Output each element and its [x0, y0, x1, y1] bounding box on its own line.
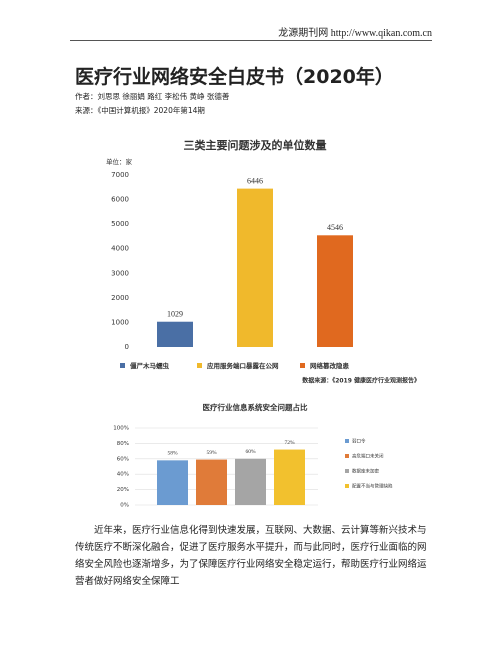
authors: 作者：刘思思 徐丽娟 路红 李松伟 黄峥 张德善 [75, 92, 230, 101]
bar [196, 459, 227, 505]
legend-swatch [345, 454, 349, 458]
value-label: 60% [245, 449, 256, 455]
legend-swatch [345, 439, 349, 443]
value-label: 1029 [167, 310, 183, 319]
unit-label: 单位：家 [106, 157, 133, 166]
value-label: 58% [167, 451, 178, 457]
legend-swatch [345, 484, 349, 488]
legend-label: 弱口令 [352, 438, 366, 445]
legend-swatch [300, 363, 305, 368]
legend-label: 数据库未加密 [352, 468, 379, 475]
legend-label: 僵尸木马蠕虫 [130, 361, 170, 370]
y-tick-label: 7000 [111, 171, 129, 179]
y-tick-label: 2000 [111, 294, 129, 302]
article-title: 医疗行业网络安全白皮书（2020年） [75, 66, 394, 88]
y-tick-label: 3000 [111, 269, 129, 277]
bar [317, 235, 353, 347]
bar [157, 321, 193, 347]
paragraph: 近年来，医疗行业信息化得到快速发展，互联网、大数据、云计算等新兴技术与传统医疗不… [75, 525, 427, 587]
header-rule [70, 40, 432, 41]
legend-label: 网络篡改隐患 [310, 361, 350, 370]
value-label: 72% [284, 440, 295, 446]
y-tick-label: 0% [120, 503, 129, 509]
y-tick-label: 1000 [111, 318, 129, 326]
bar [274, 449, 305, 505]
site-header: 龙源期刊网 http://www.qikan.com.cn [278, 28, 432, 39]
y-tick-label: 40% [117, 472, 129, 478]
legend-swatch [345, 469, 349, 473]
bar [235, 458, 266, 505]
chart-title: 三类主要问题涉及的单位数量 [184, 138, 327, 152]
y-tick-label: 4000 [111, 245, 129, 253]
bar [237, 188, 273, 347]
y-tick-label: 100% [113, 426, 129, 432]
y-tick-label: 80% [117, 441, 129, 447]
bar [157, 460, 188, 505]
value-label: 4546 [327, 223, 343, 232]
legend-swatch [197, 363, 202, 368]
legend-swatch [120, 363, 125, 368]
legend-label: 高危端口未关闭 [352, 453, 384, 460]
y-tick-label: 20% [117, 487, 129, 493]
legend-label: 应用服务端口暴露在公网 [207, 361, 279, 370]
source: 来源：《中国计算机报》2020年第14期 [75, 106, 205, 115]
chart-title: 医疗行业信息系统安全问题占比 [203, 402, 308, 412]
value-label: 6446 [247, 176, 263, 185]
y-tick-label: 6000 [111, 196, 129, 204]
y-tick-label: 60% [117, 456, 129, 462]
y-tick-label: 5000 [111, 220, 129, 228]
data-source: 数据来源：《2019 健康医疗行业观测报告》 [302, 377, 420, 385]
legend-label: 配置不当与管理缺陷 [352, 483, 393, 490]
value-label: 59% [206, 450, 217, 456]
y-tick-label: 0 [125, 343, 129, 351]
